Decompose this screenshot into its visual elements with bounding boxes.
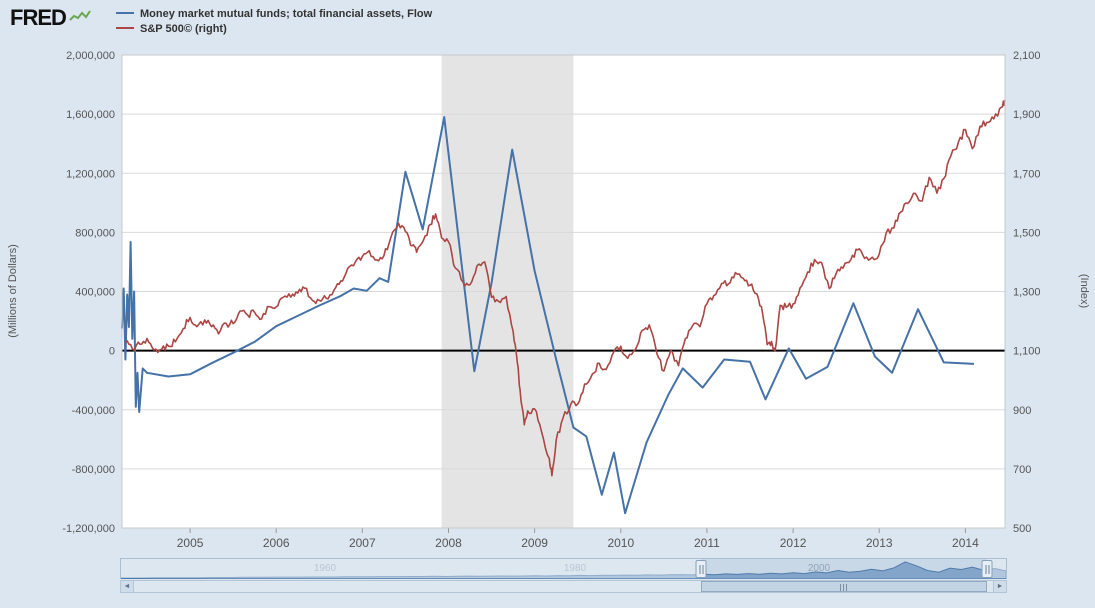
x-axis-tick-label: 2009 <box>521 536 548 550</box>
date-range-slider: 1960 1980 2000 ◄ ► <box>120 558 1007 593</box>
fred-logo-text: FRED <box>10 5 67 30</box>
left-axis-tick-label: 400,000 <box>75 287 115 299</box>
right-axis-tick-label: 900 <box>1013 405 1031 417</box>
plot-border <box>121 54 1006 529</box>
x-axis-tick-label: 2014 <box>952 536 979 550</box>
left-axis-tick-label: 0 <box>109 346 115 358</box>
slider-year-label-1960: 1960 <box>313 563 337 574</box>
slider-left-handle[interactable] <box>695 560 707 578</box>
right-axis-tick-label: 1,700 <box>1013 168 1041 180</box>
legend-item-sp500: S&P 500© (right) <box>116 22 432 37</box>
legend-swatch-blue <box>116 12 134 14</box>
slider-scrollbar[interactable]: ◄ ► <box>120 580 1007 593</box>
slider-track[interactable]: 1960 1980 2000 <box>120 558 1007 579</box>
series-line-money-market <box>121 116 975 515</box>
left-axis-tick-label: -400,000 <box>72 405 115 417</box>
left-axis-tick-label: -800,000 <box>72 464 115 476</box>
right-axis-tick-label: 1,100 <box>1013 346 1041 358</box>
left-axis-tick-label: 1,600,000 <box>66 109 115 121</box>
right-axis-title: (Index) <box>1078 273 1090 309</box>
right-axis-tick-label: 1,300 <box>1013 287 1041 299</box>
slider-dim-left <box>121 559 701 578</box>
legend-item-money-market-flow: Money market mutual funds; total financi… <box>116 7 432 22</box>
right-axis-tick-label: 1,900 <box>1013 109 1041 121</box>
left-axis-title: (Millions of Dollars) <box>7 244 19 338</box>
legend-label: Money market mutual funds; total financi… <box>140 8 433 20</box>
scrollbar-thumb[interactable] <box>701 581 987 592</box>
x-axis-tick-label: 2010 <box>607 536 634 550</box>
slider-year-label-1980: 1980 <box>563 563 587 574</box>
left-axis-tick-label: -1,200,000 <box>62 523 115 535</box>
series-line-sp500 <box>124 99 1006 477</box>
slider-mini-area <box>121 561 1006 579</box>
right-axis-tick-label: 1,500 <box>1013 227 1041 239</box>
x-axis-tick-label: 2006 <box>263 536 290 550</box>
left-axis-tick-label: 1,200,000 <box>66 168 115 180</box>
right-axis-tick-label: 2,100 <box>1013 50 1041 62</box>
fred-logo: FRED <box>10 5 116 31</box>
x-axis-tick-label: 2012 <box>780 536 807 550</box>
x-axis-tick-label: 2005 <box>177 536 204 550</box>
slider-year-label-2000: 2000 <box>807 563 831 574</box>
right-axis-tick-label: 700 <box>1013 464 1031 476</box>
right-axis-tick-label: 500 <box>1013 523 1031 535</box>
x-axis-tick-label: 2013 <box>866 536 893 550</box>
chart-header: FRED Money market mutual funds; total fi… <box>10 5 432 37</box>
left-axis-tick-label: 800,000 <box>75 227 115 239</box>
legend: Money market mutual funds; total financi… <box>116 5 432 37</box>
scroll-right-arrow-icon[interactable]: ► <box>993 581 1006 592</box>
scroll-left-arrow-icon[interactable]: ◄ <box>121 581 134 592</box>
scrollbar-grip-icon <box>840 584 848 591</box>
x-axis-tick-label: 2007 <box>349 536 376 550</box>
legend-swatch-red <box>116 27 134 29</box>
main-chart[interactable]: 2,000,000 1,600,000 1,200,000 800,000 400,00… <box>0 45 1095 550</box>
fred-logo-sparkline-icon <box>69 10 91 21</box>
legend-label: S&P 500© (right) <box>140 23 227 35</box>
x-axis-tick-label: 2011 <box>694 536 720 550</box>
slider-right-handle[interactable] <box>981 560 993 578</box>
left-axis-tick-label: 2,000,000 <box>66 50 115 62</box>
x-axis-tick-label: 2008 <box>435 536 462 550</box>
slider-mini-chart <box>121 561 1006 579</box>
